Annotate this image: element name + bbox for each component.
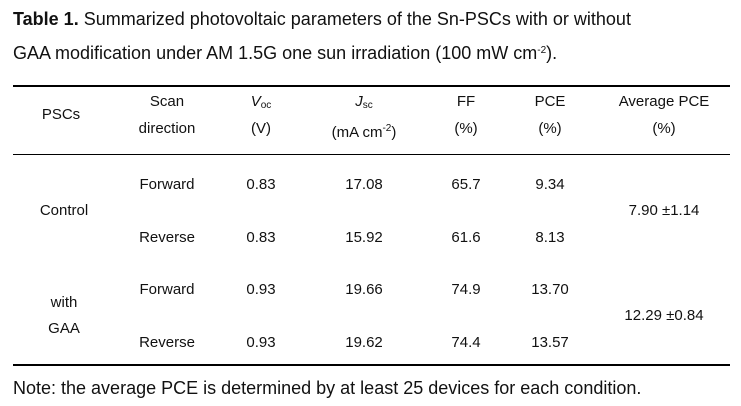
header-jsc-main: J (355, 93, 363, 110)
header-jsc-unit-post: ) (391, 124, 397, 141)
table-cell-ff: 61.6 (451, 229, 481, 246)
group-average-gaa: 12.29 ±0.84 (624, 307, 704, 324)
caption-superscript: -2 (537, 45, 547, 56)
header-average-pce: Average PCE (618, 93, 710, 110)
table-cell-pce: 13.57 (531, 334, 569, 351)
table-caption: Table 1. Summarized photovoltaic paramet… (13, 4, 733, 69)
header-voc-sub: oc (260, 100, 272, 111)
header-jsc-unit: (mA cm-2) (332, 120, 397, 142)
table-cell-scan: Forward (139, 281, 195, 298)
table-cell-pce: 8.13 (535, 229, 565, 246)
header-direction: direction (138, 120, 196, 137)
table-cell-voc: 0.83 (246, 229, 276, 246)
table-cell-jsc: 17.08 (345, 176, 383, 193)
table-cell-pce: 13.70 (531, 281, 569, 298)
table-cell-jsc: 15.92 (345, 229, 383, 246)
header-ff: FF (456, 93, 476, 110)
header-jsc: Jsc (355, 93, 373, 115)
table-note: Note: the average PCE is determined by a… (13, 378, 642, 398)
caption-line-2: GAA modification under AM 1.5G one sun i… (13, 35, 733, 69)
group-label-control: Control (39, 202, 89, 219)
caption-text-2: GAA modification under AM 1.5G one sun i… (13, 43, 538, 63)
header-pce-unit: (%) (538, 120, 562, 137)
header-pscs: PSCs (41, 106, 81, 123)
caption-text-2-end: ). (546, 43, 558, 63)
table-cell-scan: Reverse (139, 334, 195, 351)
table-top-rule (13, 85, 730, 87)
table-cell-jsc: 19.66 (345, 281, 383, 298)
caption-label: Table 1. (13, 9, 79, 29)
table-cell-ff: 74.4 (451, 334, 481, 351)
table-cell-ff: 74.9 (451, 281, 481, 298)
header-average-pce-unit: (%) (652, 120, 676, 137)
caption-text-1: Summarized photovoltaic parameters of th… (78, 9, 631, 29)
table-cell-scan: Forward (139, 176, 195, 193)
header-scan: Scan (149, 93, 185, 110)
table-cell-pce: 9.34 (535, 176, 565, 193)
header-voc-unit: (V) (251, 120, 271, 137)
header-jsc-sub: sc (362, 100, 373, 111)
table-cell-voc: 0.93 (246, 281, 276, 298)
header-voc: Voc (251, 93, 272, 115)
table-header-rule (13, 154, 730, 155)
group-label-gaa-line-1: with (50, 294, 78, 311)
table-cell-voc: 0.83 (246, 176, 276, 193)
table-cell-jsc: 19.62 (345, 334, 383, 351)
header-jsc-unit-sup: -2 (382, 123, 392, 134)
header-pce: PCE (534, 93, 566, 110)
table-cell-scan: Reverse (139, 229, 195, 246)
group-average-control: 7.90 ±1.14 (628, 202, 700, 219)
header-voc-main: V (250, 93, 261, 110)
header-ff-unit: (%) (454, 120, 478, 137)
caption-line-1: Table 1. Summarized photovoltaic paramet… (13, 4, 733, 35)
table-cell-voc: 0.93 (246, 334, 276, 351)
table-bottom-rule (13, 364, 730, 366)
group-label-gaa-line-2: GAA (48, 320, 80, 337)
header-jsc-unit-pre: (mA cm (331, 124, 383, 141)
table-cell-ff: 65.7 (451, 176, 481, 193)
